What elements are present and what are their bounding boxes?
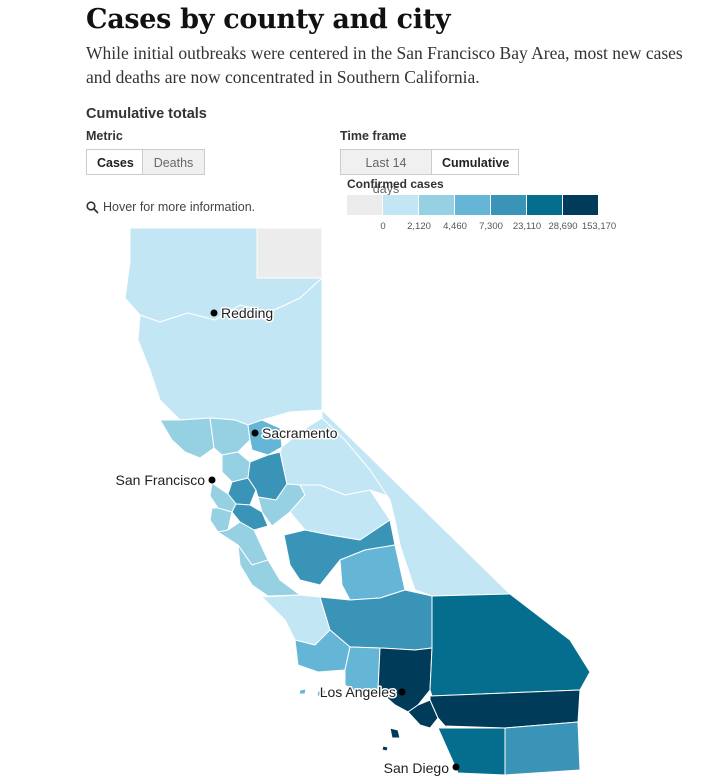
county-region[interactable] [231, 503, 269, 531]
city-label-los-angeles: Los Angeles [320, 684, 396, 700]
county-region[interactable] [429, 593, 591, 697]
island[interactable] [316, 689, 327, 697]
county-region[interactable] [261, 594, 331, 646]
legend-swatch [527, 195, 562, 215]
legend-tick-label: 153,170 [581, 221, 617, 232]
county-region-no-data[interactable] [256, 227, 323, 279]
legend-swatch [419, 195, 454, 215]
county-region[interactable] [504, 721, 581, 776]
city-dot-los-angeles [398, 688, 406, 696]
city-markers: Redding Sacramento San Francisco Los Ang… [114, 304, 460, 778]
city-dot-san-francisco [208, 476, 216, 484]
time-frame-14-days-button[interactable]: Last 14 days [340, 149, 432, 196]
legend-tick-label: 23,110 [512, 221, 542, 232]
county-region[interactable] [209, 507, 233, 533]
legend-tick-label: 2,120 [407, 221, 431, 232]
legend-swatch [383, 195, 418, 215]
island[interactable] [381, 745, 389, 752]
city-label-san-francisco: San Francisco [116, 472, 206, 488]
page-title: Cases by county and city [86, 4, 451, 35]
metric-label: Metric [86, 129, 123, 143]
legend-tick-label: 28,690 [548, 221, 578, 232]
legend-tick-label: 0 [380, 221, 386, 232]
city-label-sacramento: Sacramento [262, 425, 338, 441]
legend-swatch [563, 195, 598, 215]
legend-swatch [491, 195, 526, 215]
city-dot-san-diego [452, 763, 460, 771]
county-region[interactable] [137, 277, 323, 431]
metric-cases-button[interactable]: Cases [86, 149, 143, 175]
hover-note-text: Hover for more information. [103, 200, 256, 214]
city-label-redding: Redding [221, 305, 273, 321]
county-region[interactable] [429, 689, 581, 729]
legend-tick-label: 4,460 [443, 221, 467, 232]
metric-toggle: Cases Deaths [86, 149, 205, 175]
city-dot-sacramento [251, 429, 259, 437]
page-subtitle: While initial outbreaks were centered in… [86, 43, 683, 87]
time-frame-toggle: Last 14 days Cumulative [340, 149, 519, 196]
city-dot-redding [210, 309, 218, 317]
legend-tick-label: 7,300 [479, 221, 503, 232]
county-region[interactable] [321, 409, 511, 597]
county-region[interactable] [247, 419, 283, 456]
california-county-map: Redding Sacramento San Francisco Los Ang… [114, 227, 591, 778]
county-region[interactable] [221, 451, 251, 483]
island[interactable] [298, 688, 307, 695]
metric-deaths-button[interactable]: Deaths [143, 149, 205, 175]
city-label-san-diego: San Diego [384, 760, 450, 776]
search-icon [86, 200, 99, 213]
island[interactable] [389, 727, 401, 739]
section-title: Cumulative totals [86, 106, 207, 122]
legend-swatch [455, 195, 490, 215]
county-region[interactable] [437, 727, 506, 776]
time-frame-label: Time frame [340, 129, 407, 143]
hover-note: Hover for more information. [86, 200, 255, 214]
county-region[interactable] [209, 417, 251, 456]
county-region[interactable] [159, 417, 215, 459]
legend-swatch [347, 195, 382, 215]
time-frame-cumulative-button[interactable]: Cumulative [432, 149, 519, 175]
legend-title: Confirmed cases [347, 177, 444, 191]
